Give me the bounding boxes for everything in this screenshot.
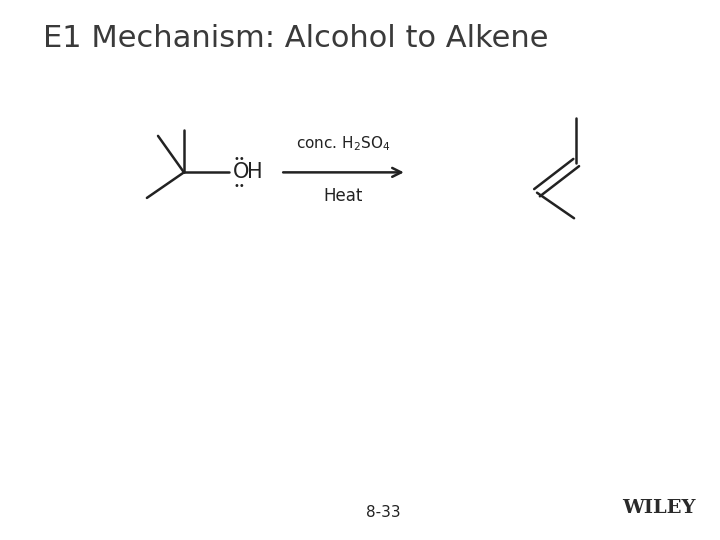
Text: 8-33: 8-33 — [366, 505, 401, 521]
Text: conc. H$_2$SO$_4$: conc. H$_2$SO$_4$ — [297, 134, 391, 153]
Text: ••: •• — [233, 181, 246, 191]
Text: E1 Mechanism: Alcohol to Alkene: E1 Mechanism: Alcohol to Alkene — [43, 24, 549, 53]
Text: Heat: Heat — [324, 187, 363, 205]
Text: H: H — [247, 163, 263, 183]
Text: ••: •• — [233, 153, 246, 164]
Text: WILEY: WILEY — [622, 500, 696, 517]
Text: O: O — [233, 163, 249, 183]
